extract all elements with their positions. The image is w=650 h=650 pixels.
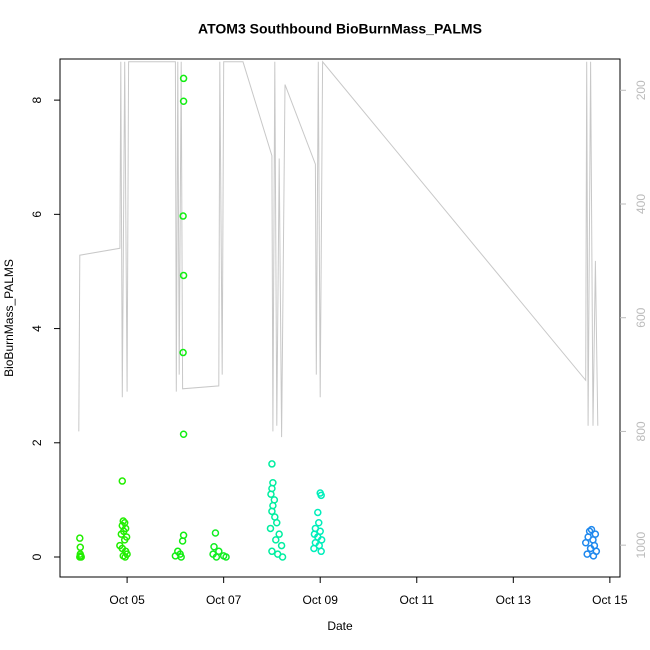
point bbox=[179, 74, 188, 83]
point bbox=[177, 553, 185, 561]
y-tick-label: 8 bbox=[30, 96, 44, 103]
point bbox=[589, 552, 598, 560]
point bbox=[272, 536, 280, 544]
point bbox=[179, 430, 188, 438]
x-tick-label: Oct 13 bbox=[496, 593, 532, 607]
point bbox=[179, 97, 188, 106]
y-tick-label: 0 bbox=[30, 553, 44, 560]
point bbox=[583, 550, 591, 558]
point bbox=[275, 530, 283, 538]
point bbox=[211, 529, 220, 537]
chart-title: ATOM3 Southbound BioBurnMass_PALMS bbox=[198, 21, 482, 37]
point bbox=[119, 517, 127, 525]
y2-tick-label: 1000 bbox=[634, 531, 648, 558]
plot-area bbox=[76, 60, 601, 561]
point bbox=[268, 460, 276, 468]
point bbox=[273, 518, 281, 527]
x-tick-label: Oct 05 bbox=[109, 593, 145, 607]
x-tick-label: Oct 07 bbox=[206, 593, 242, 607]
y-axis-label: BioBurnMass_PALMS bbox=[2, 259, 16, 377]
x-axis-label: Date bbox=[327, 619, 353, 633]
point bbox=[120, 536, 129, 544]
point bbox=[315, 518, 323, 527]
y-tick-label: 6 bbox=[30, 211, 44, 218]
y-tick-label: 4 bbox=[30, 325, 44, 332]
point bbox=[267, 490, 275, 498]
point bbox=[121, 553, 129, 561]
y-tick-label: 2 bbox=[30, 439, 44, 446]
point bbox=[587, 525, 596, 534]
point bbox=[266, 524, 275, 533]
y2-tick-label: 200 bbox=[634, 80, 648, 100]
point bbox=[179, 271, 188, 280]
point bbox=[210, 542, 218, 551]
point bbox=[212, 553, 221, 561]
point bbox=[586, 544, 595, 553]
point bbox=[581, 538, 590, 547]
y2-tick-label: 800 bbox=[634, 421, 648, 441]
point bbox=[77, 553, 85, 561]
x-tick-label: Oct 15 bbox=[592, 593, 628, 607]
point bbox=[179, 212, 187, 220]
point bbox=[179, 348, 187, 357]
y2-tick-label: 600 bbox=[634, 307, 648, 327]
x-tick-label: Oct 11 bbox=[400, 593, 435, 607]
point bbox=[222, 553, 230, 561]
point bbox=[278, 553, 287, 561]
point bbox=[76, 543, 85, 552]
point bbox=[76, 534, 84, 542]
point bbox=[317, 547, 325, 556]
point bbox=[268, 547, 276, 556]
point bbox=[178, 537, 187, 545]
point bbox=[277, 541, 286, 550]
pressure-line bbox=[78, 60, 599, 438]
x-tick-label: Oct 09 bbox=[303, 593, 339, 607]
point bbox=[268, 507, 276, 516]
point bbox=[314, 508, 322, 517]
point bbox=[310, 544, 318, 553]
plot-frame bbox=[59, 58, 621, 578]
point bbox=[317, 491, 325, 500]
point bbox=[118, 477, 127, 485]
y2-tick-label: 400 bbox=[634, 194, 648, 214]
